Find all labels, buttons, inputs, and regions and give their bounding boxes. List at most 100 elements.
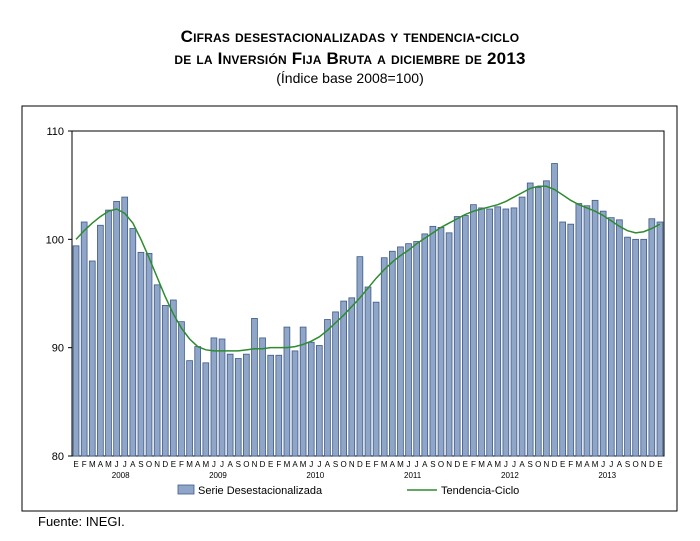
x-tick-label: S (333, 460, 338, 469)
bar (88, 260, 96, 457)
x-tick-label: J (609, 460, 613, 469)
x-tick-label: M (186, 460, 193, 469)
bar (575, 203, 583, 457)
x-tick-label: E (171, 460, 176, 469)
bar (137, 251, 145, 457)
legend-trend-label: Tendencia-Ciclo (441, 485, 519, 497)
bar (153, 284, 161, 457)
bar (567, 223, 575, 457)
bar (437, 227, 445, 457)
bar (453, 216, 461, 457)
bar (210, 337, 218, 457)
x-tick-label: J (309, 460, 313, 469)
x-tick-label: M (494, 460, 501, 469)
bar (129, 228, 137, 457)
x-tick-label: D (552, 460, 558, 469)
bar (648, 218, 656, 457)
bar (518, 196, 526, 457)
y-tick-label: 80 (52, 451, 64, 463)
x-tick-label: N (154, 460, 160, 469)
x-tick-label: F (568, 460, 573, 469)
x-year-label: 2012 (501, 471, 519, 480)
x-tick-label: A (390, 460, 396, 469)
bar (656, 221, 664, 457)
bar (470, 204, 477, 457)
chart-frame (21, 105, 678, 512)
bar (283, 326, 291, 457)
bar (534, 186, 542, 457)
chart-title-block: Cifras desestacionalizadas y tendencia-c… (0, 26, 700, 86)
x-tick-label: D (454, 460, 460, 469)
bar (413, 241, 420, 457)
x-tick-label: M (300, 460, 307, 469)
x-tick-label: O (632, 460, 638, 469)
x-tick-label: A (195, 460, 201, 469)
x-tick-label: M (576, 460, 583, 469)
bar (478, 207, 485, 457)
bar (121, 196, 129, 457)
bar (405, 243, 412, 457)
x-year-label: 2013 (598, 471, 616, 480)
y-tick-label: 110 (46, 126, 64, 138)
x-tick-label: S (138, 460, 143, 469)
x-tick-label: N (252, 460, 258, 469)
bar (526, 182, 534, 457)
bar (72, 245, 80, 457)
bar (616, 219, 623, 457)
bar (583, 205, 591, 457)
bar (389, 250, 396, 457)
trend-line (75, 185, 661, 352)
x-tick-label: A (227, 460, 233, 469)
x-year-label: 2009 (209, 471, 227, 480)
bar (599, 210, 607, 457)
x-tick-label: M (105, 460, 112, 469)
x-tick-label: J (415, 460, 419, 469)
bar (461, 215, 469, 457)
bar (421, 233, 429, 457)
bar (105, 209, 112, 457)
x-tick-label: A (292, 460, 298, 469)
bar (364, 286, 372, 457)
bar (494, 206, 502, 457)
x-tick-label: J (212, 460, 216, 469)
bar (202, 362, 210, 457)
x-tick-label: E (560, 460, 565, 469)
x-tick-label: D (260, 460, 266, 469)
bar (397, 246, 404, 457)
x-tick-label: N (349, 460, 355, 469)
bar (259, 337, 266, 457)
bar (170, 299, 177, 457)
bar (291, 350, 299, 457)
x-tick-label: J (220, 460, 224, 469)
x-tick-label: E (463, 460, 468, 469)
x-tick-label: S (625, 460, 630, 469)
x-tick-label: O (146, 460, 152, 469)
x-tick-label: A (617, 460, 623, 469)
x-tick-label: M (397, 460, 404, 469)
x-tick-label: A (130, 460, 136, 469)
x-tick-label: M (284, 460, 291, 469)
x-tick-label: A (422, 460, 428, 469)
bar (356, 256, 364, 457)
bar (510, 207, 518, 457)
x-tick-label: E (365, 460, 370, 469)
bar (80, 221, 88, 457)
x-tick-label: F (471, 460, 476, 469)
x-tick-label: M (381, 460, 388, 469)
bar (372, 301, 380, 457)
x-tick-label: O (438, 460, 444, 469)
x-tick-label: J (115, 460, 119, 469)
bar (632, 238, 639, 457)
bar (218, 338, 226, 457)
bar (340, 300, 347, 457)
x-tick-label: N (641, 460, 647, 469)
x-tick-label: S (236, 460, 241, 469)
bar (234, 358, 242, 457)
bar (267, 354, 275, 457)
chart-subtitle: (Índice base 2008=100) (276, 70, 424, 86)
bar (275, 354, 283, 457)
bar (380, 257, 388, 457)
legend-bar-swatch (177, 484, 195, 495)
bar (543, 180, 550, 457)
